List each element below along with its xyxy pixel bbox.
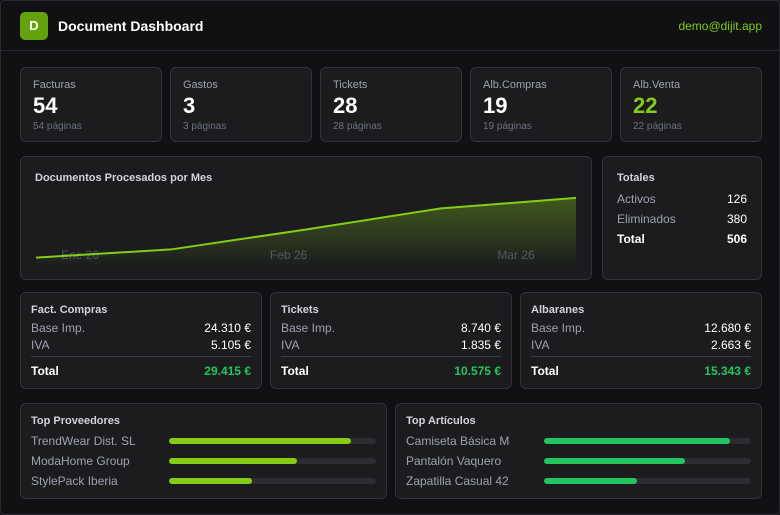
item-name: Zapatilla Casual 42 (406, 474, 509, 488)
bar (544, 478, 638, 484)
bar-track (169, 438, 376, 444)
kpi-value: 54 (33, 93, 58, 118)
item-name: StylePack Iberia (31, 474, 118, 488)
kpi-card: Tickets 28 28 páginas (320, 67, 462, 142)
kpi-sub: 54 páginas (33, 121, 82, 132)
kpi-value: 19 (483, 93, 508, 118)
kpi-value: 22 (633, 93, 658, 118)
top-card: Top Artículos Camiseta Básica M Pantalón V… (395, 403, 762, 499)
totals-label: Eliminados (617, 212, 676, 226)
chart-title: Documentos Procesados por Mes (35, 172, 213, 184)
kpi-card: Gastos 3 3 páginas (170, 67, 312, 142)
line-area (36, 197, 576, 267)
kpi-value: 28 (333, 93, 358, 118)
kpi-sub: 19 páginas (483, 121, 532, 132)
summary-title: Tickets (281, 304, 319, 316)
item-name: ModaHome Group (31, 454, 130, 468)
totals-value: 380 (726, 212, 747, 226)
divider (281, 356, 501, 357)
line (35, 196, 577, 259)
top-card: Top Proveedores TrendWear Dist. SL ModaHom… (20, 403, 387, 499)
summary-title: Fact. Compras (31, 304, 108, 316)
bar (169, 478, 252, 484)
summary-label: IVA (31, 338, 50, 352)
bar (169, 458, 298, 464)
summary-label: Base Imp. (531, 321, 586, 335)
kpi-value: 3 (183, 93, 196, 118)
totals-label: Total (617, 232, 645, 246)
bar-track (544, 438, 751, 444)
summary-card: Tickets Base Imp. 8.740 € IVA 1.835 € Total 10… (270, 292, 512, 389)
kpi-label: Gastos (183, 79, 218, 91)
summary-value: 8.740 € (460, 321, 501, 335)
summary-total: 29.415 € (204, 364, 251, 378)
summary-label: Base Imp. (31, 321, 86, 335)
kpi-label: Alb.Venta (633, 79, 681, 91)
totals-card: Totales Activos 126 Eliminados 380 Total 506 (602, 156, 762, 280)
totals-title: Totales (617, 172, 655, 184)
item-name: Pantalón Vaquero (406, 454, 502, 468)
kpi-sub: 22 páginas (633, 121, 682, 132)
kpi-card: Alb.Compras 19 19 páginas (470, 67, 612, 142)
kpi-label: Alb.Compras (483, 79, 547, 91)
summary-value: 12.680 € (704, 321, 751, 335)
summary-value: 5.105 € (210, 338, 251, 352)
kpi-card: Alb.Venta 22 22 páginas (620, 67, 762, 142)
bar-track (544, 478, 751, 484)
summary-total-label: Total (31, 364, 59, 378)
summary-total: 10.575 € (454, 364, 501, 378)
kpi-label: Tickets (333, 79, 368, 91)
summary-value: 2.663 € (710, 338, 751, 352)
summary-total-label: Total (281, 364, 309, 378)
divider (31, 356, 251, 357)
bar-track (169, 478, 376, 484)
bar (544, 438, 731, 444)
kpi-sub: 28 páginas (333, 121, 382, 132)
bar-track (544, 458, 751, 464)
top-title: Top Artículos (406, 415, 476, 427)
item-name: Camiseta Básica M (406, 434, 510, 448)
logo: D (20, 12, 48, 40)
summary-title: Albaranes (531, 304, 585, 316)
bar (169, 438, 352, 444)
summary-value: 1.835 € (460, 338, 501, 352)
summary-label: IVA (531, 338, 550, 352)
totals-value: 506 (726, 232, 747, 246)
summary-value: 24.310 € (204, 321, 251, 335)
summary-total: 15.343 € (704, 364, 751, 378)
line-chart: Ene 26Feb 26Mar 26 (35, 196, 577, 267)
item-name: TrendWear Dist. SL (31, 434, 136, 448)
summary-card: Albaranes Base Imp. 12.680 € IVA 2.663 € Tota… (520, 292, 762, 389)
summary-total-label: Total (531, 364, 559, 378)
kpi-sub: 3 páginas (183, 121, 227, 132)
totals-value: 126 (726, 192, 747, 206)
totals-label: Activos (617, 192, 656, 206)
kpi-card: Facturas 54 54 páginas (20, 67, 162, 142)
chart-card: Documentos Procesados por Mes Ene 26Feb 2… (20, 156, 592, 280)
user-email[interactable]: demo@dijit.app (678, 19, 762, 33)
summary-card: Fact. Compras Base Imp. 24.310 € IVA 5.105 €… (20, 292, 262, 389)
divider (531, 356, 751, 357)
kpi-label: Facturas (33, 79, 76, 91)
app-title: Document Dashboard (58, 18, 204, 34)
summary-label: Base Imp. (281, 321, 336, 335)
header: D Document Dashboard demo@dijit.app (1, 1, 779, 51)
bar (544, 458, 685, 464)
summary-label: IVA (281, 338, 300, 352)
bar-track (169, 458, 376, 464)
top-title: Top Proveedores (31, 415, 121, 427)
